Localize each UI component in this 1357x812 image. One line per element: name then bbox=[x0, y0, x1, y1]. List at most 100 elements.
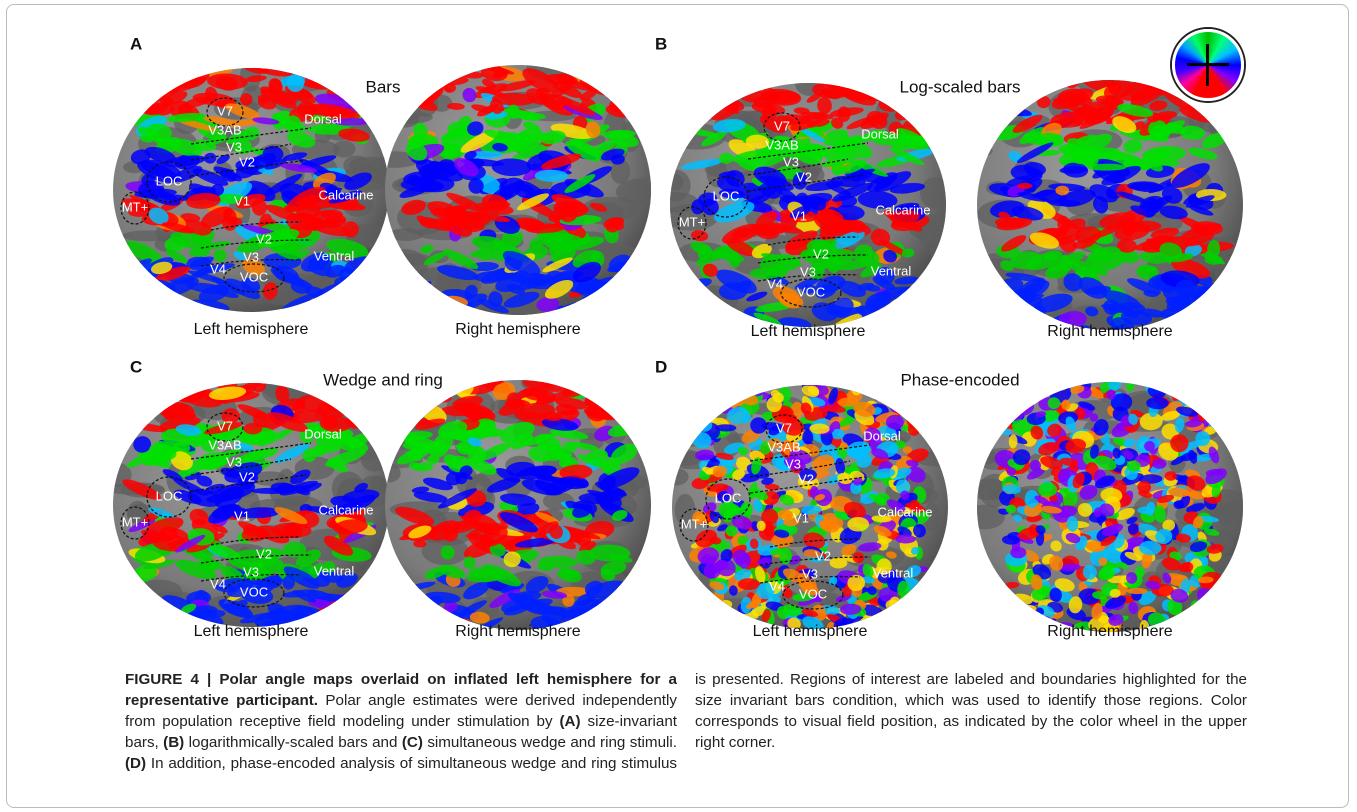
activation-patch bbox=[1024, 503, 1041, 517]
activation-patch bbox=[1030, 425, 1044, 440]
activation-patch bbox=[869, 618, 882, 629]
activation-patch bbox=[602, 129, 636, 139]
activation-patch bbox=[551, 194, 589, 213]
activation-patch bbox=[889, 210, 920, 224]
activation-patch bbox=[189, 247, 210, 258]
activation-patch bbox=[1037, 132, 1065, 147]
activation-patch bbox=[1126, 587, 1148, 595]
activation-patch bbox=[1081, 133, 1112, 153]
activation-patch bbox=[867, 298, 881, 310]
activation-patch bbox=[227, 584, 256, 598]
activation-patch bbox=[1047, 397, 1061, 410]
sulcus bbox=[1210, 611, 1243, 632]
activation-patch bbox=[1167, 598, 1183, 616]
activation-patch bbox=[793, 107, 810, 115]
activation-patch bbox=[473, 211, 511, 222]
activation-patch bbox=[850, 165, 890, 184]
hemisphere-label: Left hemisphere bbox=[753, 623, 868, 640]
activation-patch bbox=[395, 506, 435, 526]
activation-patch bbox=[763, 490, 780, 506]
region-boundary bbox=[200, 574, 302, 582]
activation-patch bbox=[1162, 557, 1181, 571]
activation-patch bbox=[895, 534, 916, 544]
activation-patch bbox=[134, 188, 177, 198]
activation-patch bbox=[906, 466, 926, 483]
activation-patch bbox=[1185, 419, 1202, 428]
activation-patch bbox=[1031, 622, 1045, 632]
region-label: V1 bbox=[793, 510, 809, 525]
activation-patch bbox=[297, 155, 337, 169]
activation-patch bbox=[587, 65, 625, 75]
activation-patch bbox=[692, 510, 708, 525]
activation-patch bbox=[819, 520, 833, 530]
activation-patch bbox=[543, 452, 573, 461]
region-label: V2 bbox=[813, 246, 829, 261]
activation-patch bbox=[1024, 489, 1039, 508]
sulcus bbox=[977, 599, 997, 632]
color-wheel bbox=[1172, 29, 1244, 101]
activation-patch bbox=[323, 535, 354, 556]
activation-patch bbox=[536, 232, 575, 239]
activation-patch bbox=[717, 490, 730, 503]
activation-patch bbox=[1171, 258, 1211, 279]
activation-patch bbox=[1100, 487, 1123, 503]
sulcus bbox=[626, 409, 651, 424]
activation-patch bbox=[695, 449, 715, 461]
activation-patch bbox=[756, 520, 766, 531]
activation-patch bbox=[712, 465, 728, 478]
activation-patch bbox=[879, 616, 894, 629]
activation-patch bbox=[226, 119, 259, 127]
activation-patch bbox=[481, 194, 509, 212]
activation-patch bbox=[1102, 523, 1124, 536]
activation-patch bbox=[709, 536, 722, 545]
sulcus bbox=[373, 584, 389, 597]
activation-patch bbox=[252, 117, 280, 125]
region-boundary bbox=[677, 206, 707, 240]
activation-patch bbox=[515, 537, 557, 548]
activation-patch bbox=[719, 390, 737, 402]
activation-patch bbox=[808, 385, 820, 396]
activation-patch bbox=[1022, 623, 1039, 632]
region-label: V1 bbox=[234, 508, 250, 523]
activation-patch bbox=[413, 122, 428, 140]
activation-patch bbox=[468, 224, 485, 233]
activation-patch bbox=[713, 201, 755, 223]
brain-surface bbox=[977, 80, 1243, 330]
activation-patch bbox=[1127, 278, 1161, 295]
activation-patch bbox=[439, 143, 459, 160]
activation-patch bbox=[424, 591, 461, 604]
region-boundary bbox=[782, 580, 844, 610]
activation-patch bbox=[189, 256, 214, 268]
region-boundary bbox=[749, 476, 866, 494]
activation-patch bbox=[328, 69, 349, 84]
activation-patch bbox=[525, 88, 549, 105]
activation-patch bbox=[781, 418, 804, 436]
activation-patch bbox=[1065, 438, 1087, 454]
activation-patch bbox=[1203, 528, 1220, 536]
activation-patch bbox=[740, 596, 752, 614]
activation-patch bbox=[874, 492, 890, 506]
activation-patch bbox=[511, 144, 551, 161]
sulcus bbox=[670, 169, 691, 202]
activation-patch bbox=[608, 87, 632, 95]
activation-patch bbox=[1066, 516, 1079, 532]
activation-patch bbox=[499, 512, 538, 533]
region-label: Calcarine bbox=[319, 187, 374, 202]
activation-patch bbox=[1008, 434, 1018, 449]
region-label: V3AB bbox=[765, 137, 798, 152]
activation-patch bbox=[1017, 192, 1049, 202]
activation-patch bbox=[128, 288, 154, 297]
activation-patch bbox=[1094, 475, 1115, 489]
activation-patch bbox=[412, 391, 427, 400]
activation-patch bbox=[323, 561, 336, 573]
brain-surface bbox=[385, 380, 651, 630]
activation-patch bbox=[434, 433, 453, 452]
activation-patch bbox=[830, 230, 865, 250]
activation-patch bbox=[787, 617, 801, 629]
activation-patch bbox=[1038, 442, 1059, 456]
activation-patch bbox=[814, 494, 826, 501]
sulcus bbox=[613, 270, 651, 297]
activation-patch bbox=[1198, 607, 1222, 620]
activation-patch bbox=[1194, 619, 1208, 629]
activation-patch bbox=[1110, 393, 1133, 412]
